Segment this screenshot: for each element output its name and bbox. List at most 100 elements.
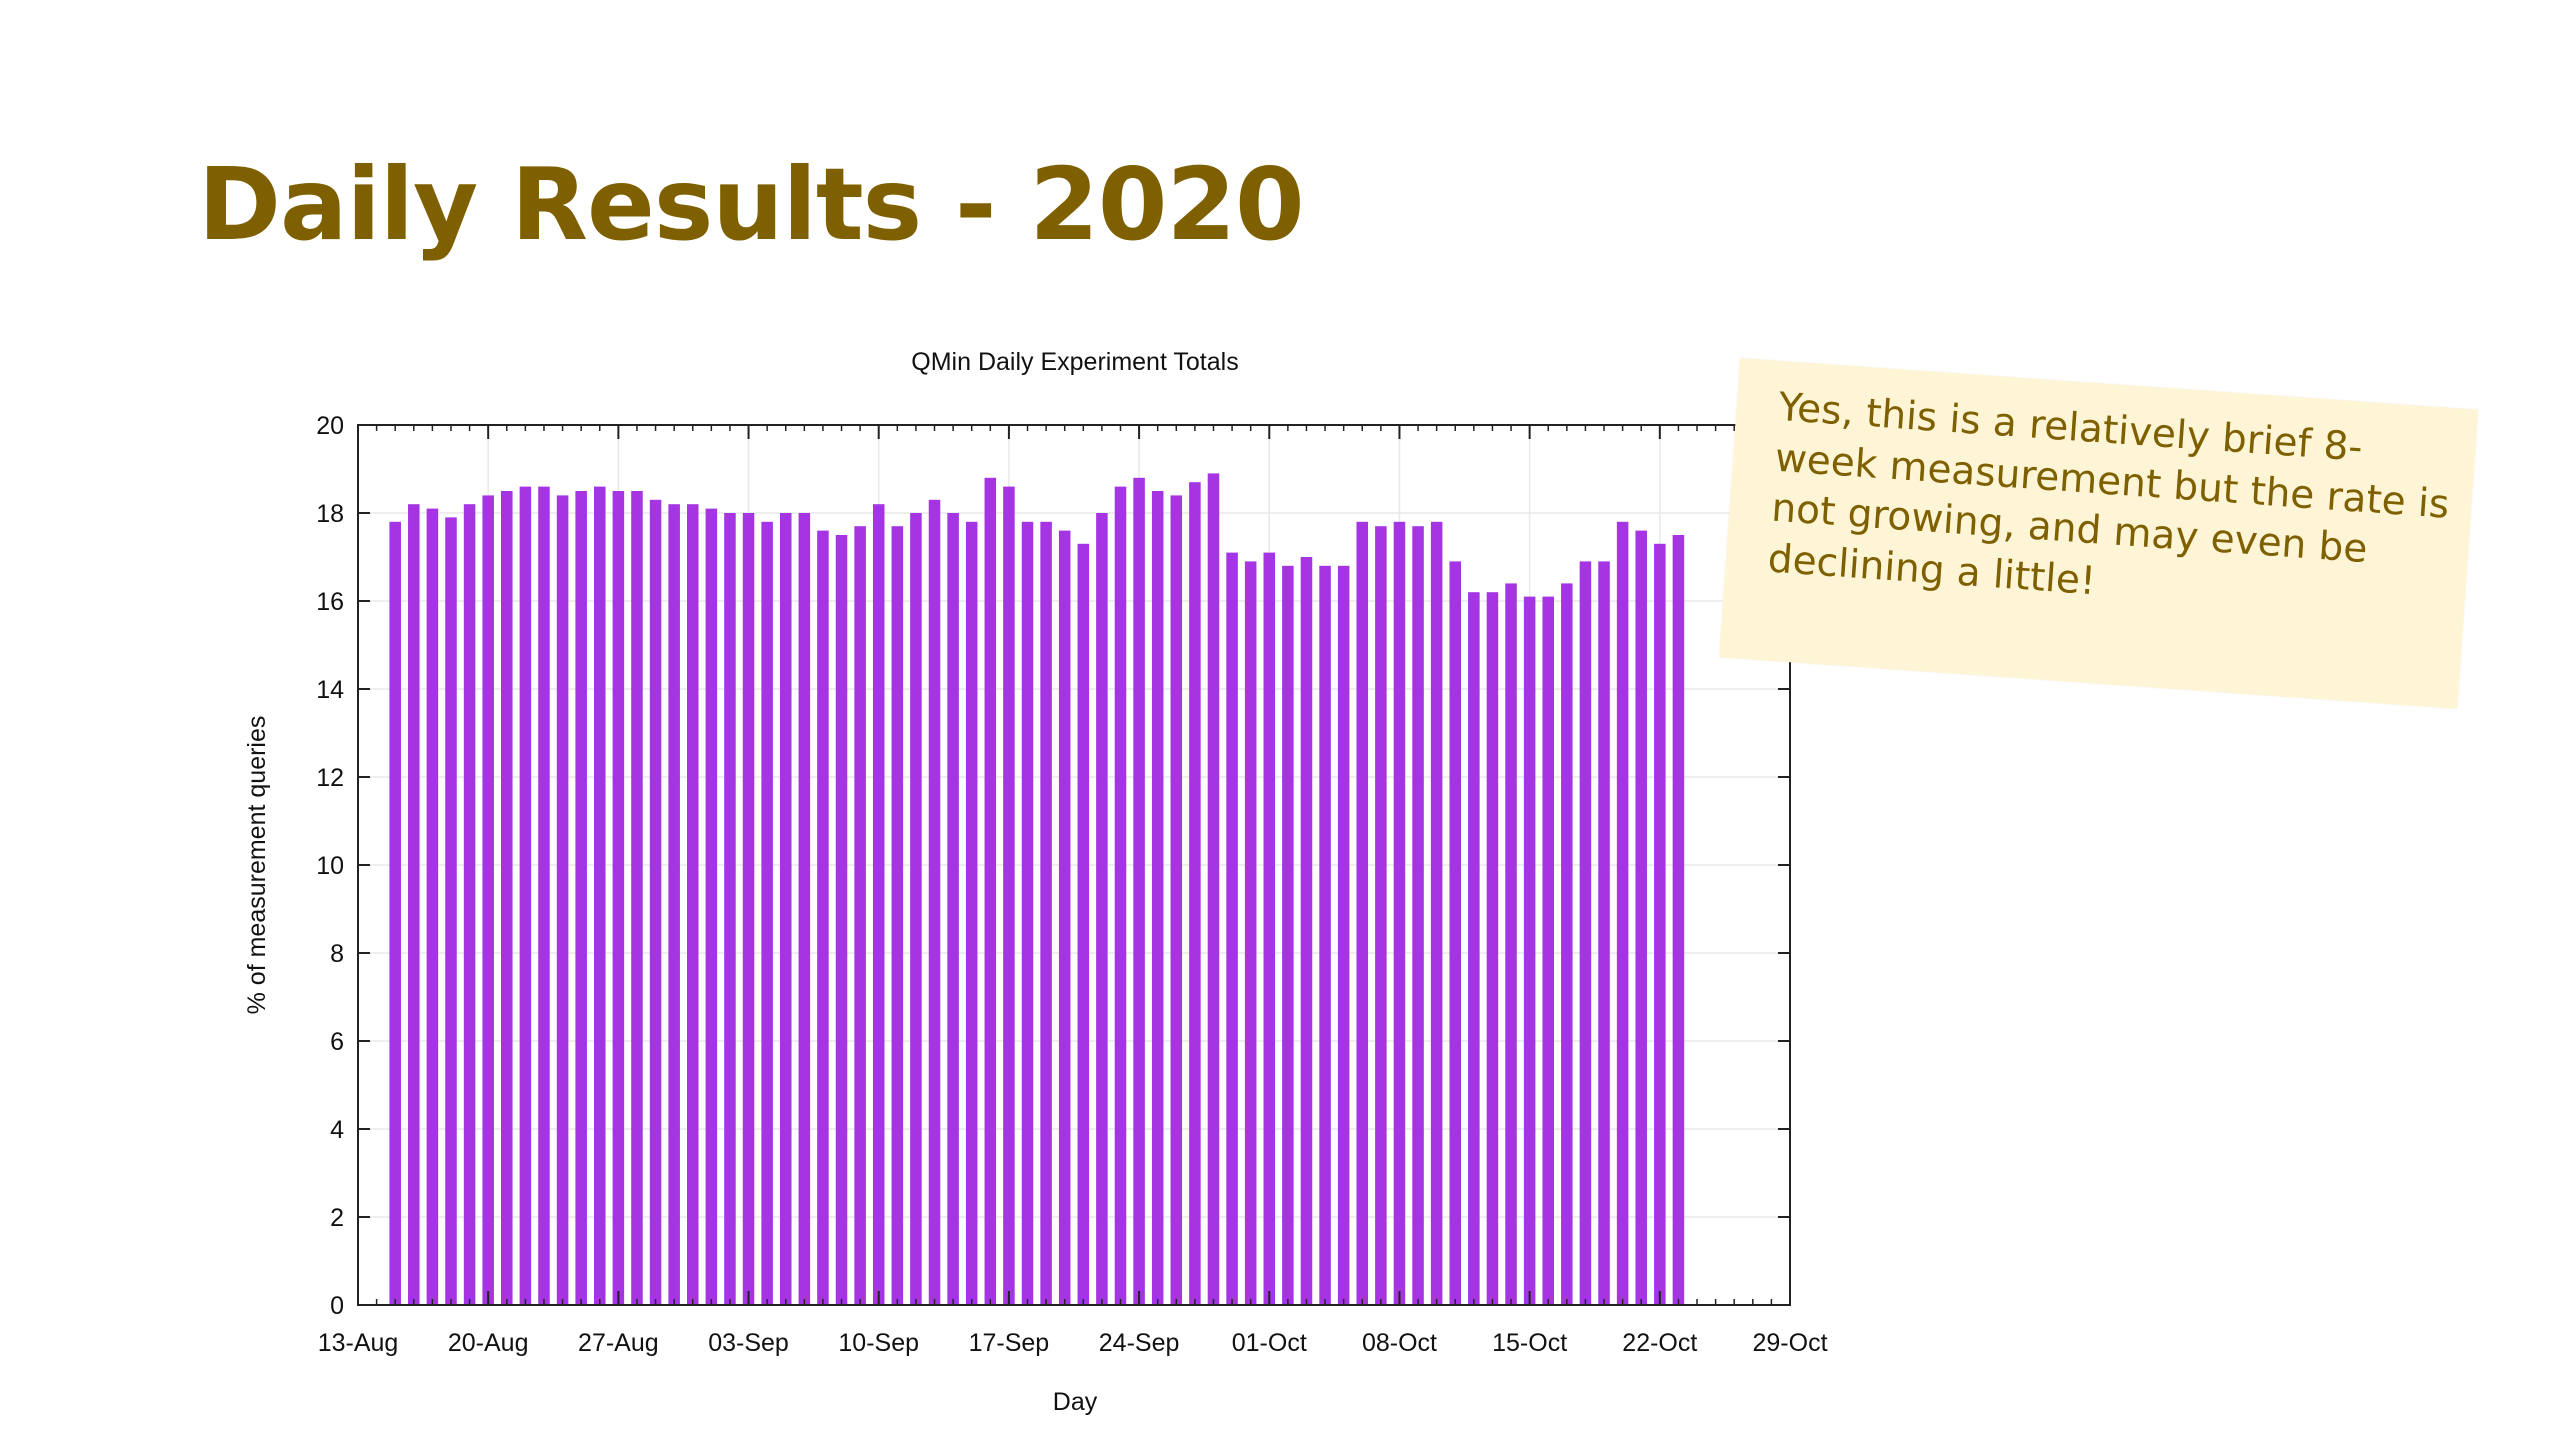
- bar: [1598, 561, 1610, 1305]
- bar: [1133, 477, 1145, 1305]
- bar: [1579, 561, 1592, 1305]
- bar: [408, 504, 420, 1305]
- bar: [1523, 596, 1536, 1305]
- x-tick-label: 08-Oct: [1362, 1329, 1437, 1357]
- bar: [1412, 526, 1424, 1305]
- bar: [1263, 552, 1276, 1305]
- bar: [1021, 521, 1034, 1305]
- bar: [1393, 521, 1406, 1305]
- x-tick-label: 13-Aug: [318, 1329, 399, 1357]
- bar: [1356, 521, 1369, 1305]
- bar: [1616, 521, 1629, 1305]
- x-tick-label: 27-Aug: [578, 1329, 659, 1357]
- bar: [575, 491, 587, 1305]
- grid-lines: [358, 425, 1790, 1305]
- bar: [1430, 521, 1443, 1305]
- bar: [631, 491, 643, 1305]
- bar: [947, 513, 959, 1305]
- bar: [835, 535, 848, 1305]
- bar: [556, 495, 569, 1305]
- bar: [1505, 583, 1517, 1305]
- bar: [910, 513, 922, 1305]
- x-tick-label: 20-Aug: [448, 1329, 529, 1357]
- y-tick-label: 16: [316, 588, 344, 616]
- x-tick-label: 01-Oct: [1232, 1329, 1307, 1357]
- bar: [1542, 596, 1554, 1305]
- bar: [872, 504, 885, 1305]
- y-tick-label: 8: [330, 940, 344, 968]
- bar: [854, 526, 866, 1305]
- bar: [501, 491, 513, 1305]
- bar: [1058, 530, 1071, 1305]
- chart-title: QMin Daily Experiment Totals: [911, 348, 1238, 376]
- y-tick-label: 18: [316, 500, 344, 528]
- bar: [463, 504, 476, 1305]
- bar: [1003, 486, 1015, 1306]
- x-tick-label: 15-Oct: [1492, 1329, 1567, 1357]
- y-axis: 0 2 4 6 8 10 12 14 16 18 20: [316, 412, 1790, 1320]
- bar: [1449, 561, 1462, 1305]
- bar: [1151, 491, 1164, 1305]
- bar: [1635, 530, 1647, 1305]
- bar: [1486, 592, 1499, 1305]
- bar: [649, 499, 662, 1305]
- bar: [538, 486, 550, 1306]
- slide-title: Daily Results - 2020: [198, 146, 1305, 263]
- y-tick-label: 20: [316, 412, 344, 440]
- x-axis: 13-Aug 20-Aug 27-Aug 03-Sep 10-Sep 17-Sep 24-S…: [318, 425, 1828, 1357]
- y-tick-label: 4: [330, 1116, 344, 1144]
- y-tick-label: 6: [330, 1028, 344, 1056]
- x-tick-label: 17-Sep: [969, 1329, 1050, 1357]
- y-tick-label: 10: [316, 852, 344, 880]
- bar: [1114, 486, 1127, 1306]
- bar: [1337, 565, 1350, 1305]
- bar: [389, 521, 401, 1305]
- bars: [389, 473, 1685, 1306]
- bar: [594, 486, 606, 1306]
- bar: [928, 499, 941, 1305]
- bar: [965, 521, 978, 1305]
- bar: [519, 486, 532, 1306]
- bar: [1282, 565, 1294, 1305]
- bar: [1207, 473, 1220, 1305]
- bar: [1654, 543, 1666, 1305]
- y-axis-label: % of measurement queries: [243, 716, 271, 1015]
- bar: [1189, 482, 1201, 1305]
- bar: [761, 521, 773, 1305]
- y-tick-label: 14: [316, 676, 344, 704]
- bar: [798, 513, 811, 1305]
- bar: [1375, 526, 1387, 1305]
- bar: [1096, 513, 1108, 1305]
- bar: [445, 517, 457, 1305]
- y-tick-label: 2: [330, 1204, 344, 1232]
- bar: [1170, 495, 1183, 1305]
- annotation-note: Yes, this is a relatively brief 8-week m…: [1719, 358, 2479, 709]
- bar: [1468, 592, 1480, 1305]
- bar: [817, 530, 829, 1305]
- x-tick-label: 22-Oct: [1622, 1329, 1697, 1357]
- bar: [724, 513, 736, 1305]
- bar: [1672, 535, 1685, 1305]
- bar: [1319, 565, 1331, 1305]
- annotation-text: Yes, this is a relatively brief 8-week m…: [1766, 384, 2451, 605]
- bar: [1561, 583, 1573, 1305]
- bar: [1040, 521, 1052, 1305]
- bar: [1300, 557, 1313, 1305]
- bar: [891, 526, 904, 1305]
- bar: [482, 495, 494, 1305]
- x-tick-label: 29-Oct: [1752, 1329, 1827, 1357]
- bar: [779, 513, 792, 1305]
- y-tick-label: 12: [316, 764, 344, 792]
- bar: [686, 504, 699, 1305]
- x-axis-label: Day: [1053, 1388, 1098, 1416]
- x-tick-label: 10-Sep: [838, 1329, 919, 1357]
- bar: [1244, 561, 1257, 1305]
- x-tick-label: 24-Sep: [1099, 1329, 1180, 1357]
- bar: [984, 477, 997, 1305]
- bar: [705, 508, 718, 1306]
- bar: [668, 504, 680, 1305]
- y-tick-label: 0: [330, 1292, 344, 1320]
- bar: [1077, 543, 1090, 1305]
- bar: [612, 491, 625, 1305]
